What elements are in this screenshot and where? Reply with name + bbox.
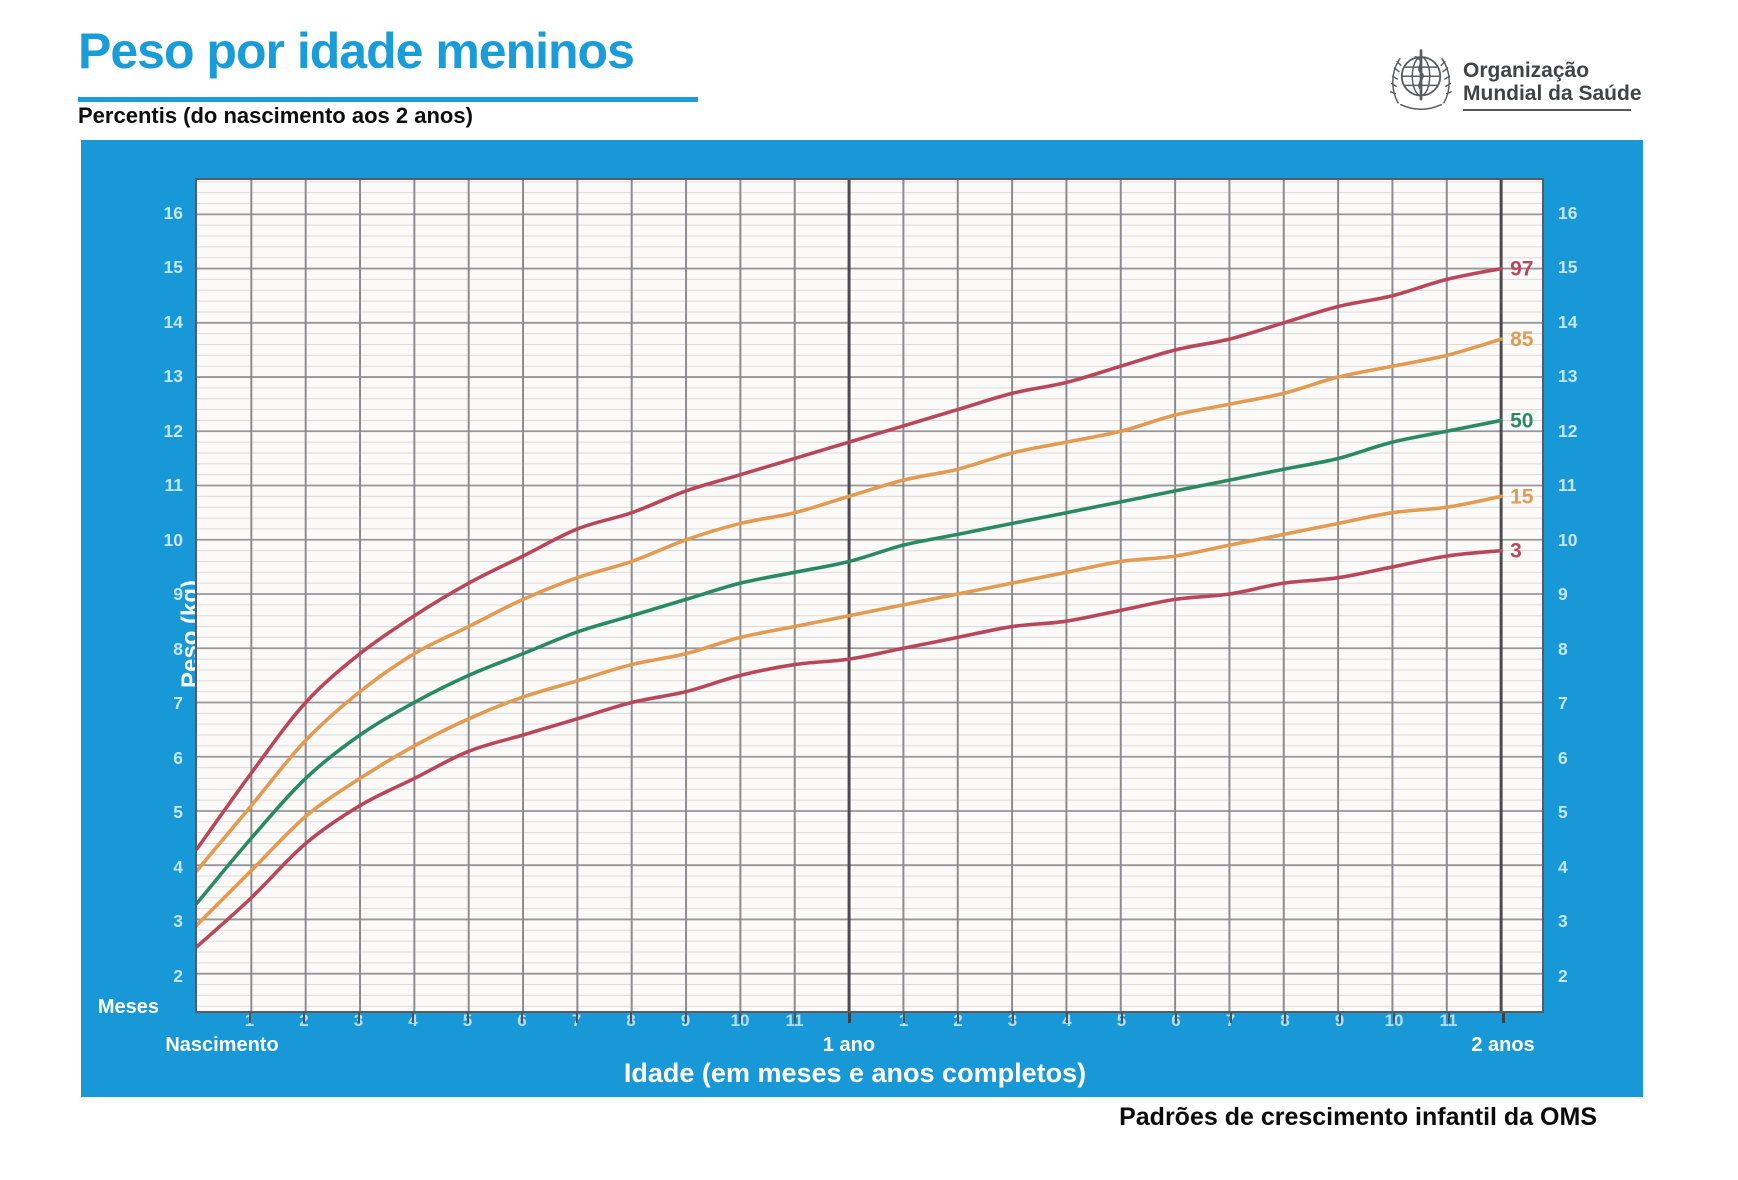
percentile-label-97: 97 bbox=[1510, 258, 1533, 281]
x-tick-mark-month-7 bbox=[575, 1013, 578, 1023]
percentile-curve-97 bbox=[197, 266, 1503, 851]
y-tick-label-left-16: 16 bbox=[163, 202, 183, 223]
y-tick-label-left-9: 9 bbox=[173, 584, 183, 604]
plot-area: 97 85 50 15 3 bbox=[195, 178, 1544, 1013]
x-tick-mark-month-15 bbox=[1011, 1013, 1014, 1023]
x-tick-mark-month-2 bbox=[303, 1013, 305, 1023]
x-axis-unit-label: Meses bbox=[97, 996, 159, 1018]
y-tick-label-left-6: 6 bbox=[173, 747, 183, 768]
y-tick-label-right-15: 15 bbox=[1558, 257, 1578, 277]
y-tick-label-right-6: 6 bbox=[1558, 747, 1568, 768]
y-tick-label-left-11: 11 bbox=[164, 475, 184, 495]
percentile-label-15: 15 bbox=[1510, 485, 1534, 508]
y-tick-label-left-10: 10 bbox=[163, 529, 183, 550]
percentile-curve-50 bbox=[197, 418, 1503, 905]
y-tick-label-left-8: 8 bbox=[173, 638, 183, 659]
y-tick-label-right-11: 11 bbox=[1558, 475, 1577, 495]
x-tick-mark-month-5 bbox=[466, 1013, 469, 1023]
page-title: Peso por idade meninos bbox=[78, 23, 635, 79]
x-tick-mark-month-24 bbox=[1501, 1013, 1505, 1023]
x-tick-mark-month-4 bbox=[412, 1013, 414, 1023]
percentile-label-50: 50 bbox=[1510, 409, 1533, 432]
who-name-line2: Mundial da Saúde bbox=[1463, 82, 1642, 106]
plot-svg: 97 85 50 15 3 bbox=[197, 180, 1542, 1011]
y-tick-label-right-9: 9 bbox=[1558, 584, 1568, 604]
y-tick-label-left-2: 2 bbox=[173, 965, 183, 986]
x-tick-mark-month-18 bbox=[1175, 1013, 1177, 1023]
x-tick-mark-month-12 bbox=[847, 1013, 851, 1023]
who-name-underline bbox=[1463, 109, 1631, 112]
x-tick-mark-month-8 bbox=[630, 1013, 632, 1023]
y-tick-label-right-8: 8 bbox=[1558, 638, 1568, 659]
y-tick-label-right-3: 3 bbox=[1558, 911, 1568, 931]
y-tick-label-right-4: 4 bbox=[1558, 856, 1568, 877]
y-tick-label-right-5: 5 bbox=[1558, 802, 1568, 822]
title-underline bbox=[78, 97, 698, 102]
x-tick-mark-month-3 bbox=[357, 1013, 360, 1023]
y-tick-label-left-7: 7 bbox=[173, 693, 183, 713]
y-tick-label-right-7: 7 bbox=[1558, 693, 1568, 713]
y-tick-label-left-14: 14 bbox=[163, 311, 183, 332]
percentile-curve-85 bbox=[197, 337, 1503, 873]
y-tick-label-right-16: 16 bbox=[1558, 202, 1578, 223]
who-logo: Organização Mundial da Saúde bbox=[1388, 46, 1642, 112]
who-emblem-icon bbox=[1390, 49, 1452, 110]
x-tick-mark-month-14 bbox=[957, 1013, 959, 1023]
x-tick-mark-month-11 bbox=[793, 1013, 796, 1023]
y-tick-label-right-13: 13 bbox=[1558, 366, 1578, 386]
y-tick-label-left-5: 5 bbox=[173, 802, 183, 822]
footer-caption: Padrões de crescimento infantil da OMS bbox=[1119, 1103, 1597, 1131]
y-tick-label-right-2: 2 bbox=[1558, 965, 1568, 986]
y-tick-label-right-12: 12 bbox=[1558, 420, 1578, 441]
page-subtitle: Percentis (do nascimento aos 2 anos) bbox=[78, 103, 473, 128]
y-tick-label-left-13: 13 bbox=[163, 366, 183, 386]
x-tick-mark-month-21 bbox=[1338, 1013, 1341, 1023]
x-tick-mark-month-19 bbox=[1229, 1013, 1232, 1023]
y-tick-label-left-3: 3 bbox=[173, 911, 183, 931]
x-tick-mark-month-10 bbox=[739, 1013, 741, 1023]
chart-panel: Peso (kg) 97 85 50 15 3 2 3 4 5 6 7 8 9 10 11 12 13 14 15… bbox=[81, 140, 1643, 1097]
percentile-curve-3 bbox=[197, 548, 1503, 949]
y-tick-label-left-15: 15 bbox=[163, 257, 183, 277]
x-tick-mark-month-20 bbox=[1284, 1013, 1286, 1023]
x-tick-mark-month-23 bbox=[1447, 1013, 1450, 1023]
x-tick-mark-month-17 bbox=[1120, 1013, 1123, 1023]
x-axis-1-year-label: 1 ano bbox=[822, 1034, 876, 1056]
y-tick-label-right-10: 10 bbox=[1558, 529, 1578, 550]
percentile-curve-15 bbox=[197, 494, 1503, 927]
x-tick-mark-month-6 bbox=[521, 1013, 523, 1023]
x-tick-mark-month-9 bbox=[684, 1013, 687, 1023]
x-tick-mark-month-1 bbox=[248, 1013, 251, 1023]
y-tick-label-left-12: 12 bbox=[163, 420, 183, 441]
y-tick-label-right-14: 14 bbox=[1558, 311, 1578, 332]
x-axis-birth-label: Nascimento bbox=[165, 1034, 279, 1056]
percentile-label-85: 85 bbox=[1510, 328, 1534, 351]
x-axis-title: Idade (em meses e anos completos) bbox=[623, 1058, 1087, 1088]
x-tick-mark-month-13 bbox=[902, 1013, 905, 1023]
y-tick-label-left-4: 4 bbox=[173, 856, 183, 877]
x-tick-mark-month-16 bbox=[1066, 1013, 1068, 1023]
x-axis-2-years-label: 2 anos bbox=[1471, 1034, 1535, 1056]
who-name: Organização Mundial da Saúde bbox=[1463, 46, 1642, 112]
x-tick-mark-month-22 bbox=[1393, 1013, 1395, 1023]
percentile-label-3: 3 bbox=[1510, 540, 1522, 563]
who-name-line1: Organização bbox=[1463, 59, 1590, 82]
